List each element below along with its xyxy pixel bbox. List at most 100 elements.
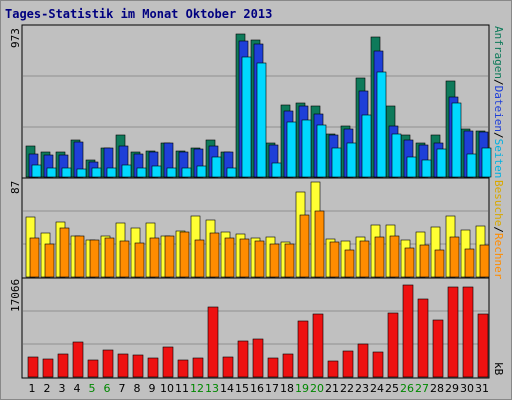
bar-seiten-day-12 xyxy=(196,165,207,178)
day-label-23: 23 xyxy=(355,382,369,395)
mid-max-label: 87 xyxy=(9,180,22,194)
bar-rechner-day-24 xyxy=(374,236,385,278)
day-label-6: 6 xyxy=(103,382,111,395)
bar-rechner-day-6 xyxy=(104,237,115,278)
bar-rechner-day-25 xyxy=(389,235,400,278)
bar-kb-day-17 xyxy=(267,357,279,378)
bar-seiten-day-29 xyxy=(451,102,462,178)
bar-kb-day-2 xyxy=(42,358,54,378)
bar-seiten-day-7 xyxy=(121,164,132,178)
bar-rechner-day-31 xyxy=(479,244,490,278)
bar-seiten-day-24 xyxy=(376,71,387,178)
day-label-26: 26 xyxy=(400,382,414,395)
bar-rechner-day-17 xyxy=(269,243,280,278)
bar-rechner-day-21 xyxy=(329,241,340,278)
day-label-9: 9 xyxy=(148,382,156,395)
bar-kb-day-18 xyxy=(282,353,294,378)
bar-seiten-day-14 xyxy=(226,167,237,178)
bar-seiten-day-6 xyxy=(106,167,117,178)
legend-anfragen: Anfragen xyxy=(492,26,505,79)
bar-kb-day-11 xyxy=(177,359,189,378)
bar-seiten-day-4 xyxy=(76,168,87,178)
bar-kb-day-25 xyxy=(387,312,399,378)
bar-kb-day-7 xyxy=(117,353,129,378)
bottom-max-label: 17066 xyxy=(9,278,22,312)
bar-kb-day-29 xyxy=(447,286,459,378)
bar-rechner-day-9 xyxy=(149,237,160,278)
bars-layer xyxy=(25,33,492,378)
day-label-27: 27 xyxy=(415,382,429,395)
bar-kb-day-16 xyxy=(252,338,264,378)
bar-kb-day-10 xyxy=(162,346,174,378)
bar-kb-day-6 xyxy=(102,349,114,378)
bar-seiten-day-26 xyxy=(406,156,417,178)
legend-sep-3: / xyxy=(492,226,505,233)
bar-kb-day-22 xyxy=(342,350,354,378)
legend-seiten: Seiten xyxy=(492,138,505,179)
day-label-2: 2 xyxy=(43,382,51,395)
bar-rechner-day-4 xyxy=(74,235,85,278)
bar-kb-day-20 xyxy=(312,313,324,378)
bar-rechner-day-3 xyxy=(59,227,70,278)
bar-seiten-day-28 xyxy=(436,148,447,178)
bar-rechner-day-8 xyxy=(134,242,145,278)
bar-seiten-day-23 xyxy=(361,114,372,178)
bar-kb-day-4 xyxy=(72,341,84,378)
day-label-31: 31 xyxy=(475,382,489,395)
bar-seiten-day-30 xyxy=(466,153,477,178)
legend-sep-1: / xyxy=(492,78,505,86)
bar-seiten-day-27 xyxy=(421,159,432,178)
bar-kb-day-21 xyxy=(327,360,339,378)
bar-seiten-day-10 xyxy=(166,167,177,178)
bar-seiten-day-21 xyxy=(331,147,342,178)
bar-seiten-day-15 xyxy=(241,56,252,178)
bar-rechner-day-1 xyxy=(29,237,40,278)
bar-kb-day-9 xyxy=(147,357,159,378)
legend-sep-2: / xyxy=(492,131,505,139)
bar-seiten-day-5 xyxy=(91,167,102,178)
day-label-24: 24 xyxy=(370,382,384,395)
bar-rechner-day-13 xyxy=(209,232,220,278)
bar-kb-day-28 xyxy=(432,319,444,378)
bar-seiten-day-11 xyxy=(181,167,192,178)
day-label-8: 8 xyxy=(133,382,141,395)
bar-seiten-day-20 xyxy=(316,124,327,178)
day-label-5: 5 xyxy=(88,382,96,395)
bar-seiten-day-9 xyxy=(151,165,162,178)
bar-rechner-day-26 xyxy=(404,247,415,278)
legend-dateien: Dateien xyxy=(492,85,505,132)
bar-seiten-day-25 xyxy=(391,133,402,178)
day-label-22: 22 xyxy=(340,382,354,395)
bar-kb-day-26 xyxy=(402,284,414,378)
bar-seiten-day-16 xyxy=(256,62,267,178)
day-label-12: 12 xyxy=(190,382,204,395)
day-label-19: 19 xyxy=(295,382,309,395)
day-label-20: 20 xyxy=(310,382,324,395)
bar-rechner-day-10 xyxy=(164,235,175,278)
bar-kb-day-15 xyxy=(237,340,249,378)
day-label-7: 7 xyxy=(118,382,126,395)
day-label-30: 30 xyxy=(460,382,474,395)
bar-kb-day-24 xyxy=(372,351,384,378)
day-label-15: 15 xyxy=(235,382,249,395)
bar-rechner-day-22 xyxy=(344,249,355,278)
day-label-11: 11 xyxy=(175,382,189,395)
day-label-18: 18 xyxy=(280,382,294,395)
legend-besuche: Besuche xyxy=(492,180,505,227)
bar-seiten-day-2 xyxy=(46,167,57,178)
bar-rechner-day-5 xyxy=(89,239,100,278)
bar-kb-day-30 xyxy=(462,286,474,378)
bar-kb-day-13 xyxy=(207,306,219,378)
bar-seiten-day-22 xyxy=(346,142,357,178)
bar-seiten-day-17 xyxy=(271,162,282,178)
bar-kb-day-12 xyxy=(192,357,204,378)
bar-kb-day-1 xyxy=(27,356,39,378)
bar-rechner-day-28 xyxy=(434,249,445,278)
bar-rechner-day-19 xyxy=(299,214,310,278)
day-label-28: 28 xyxy=(430,382,444,395)
bar-seiten-day-31 xyxy=(481,147,492,178)
day-label-16: 16 xyxy=(250,382,264,395)
day-label-29: 29 xyxy=(445,382,459,395)
legend-rechner: Rechner xyxy=(492,232,505,280)
